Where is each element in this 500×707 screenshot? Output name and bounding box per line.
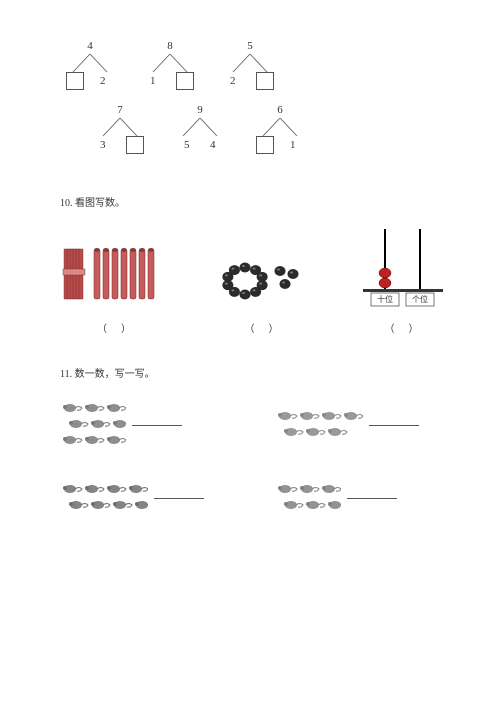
bond-top: 6 bbox=[277, 104, 283, 116]
answer-line[interactable] bbox=[154, 498, 204, 499]
q10-title: 10. 看图写数。 bbox=[60, 194, 450, 209]
number-bond-row-2: 7395461 bbox=[90, 104, 450, 164]
count-picture bbox=[60, 481, 148, 516]
answer-box[interactable] bbox=[256, 72, 274, 90]
q11-item bbox=[60, 400, 235, 451]
q11-item bbox=[275, 400, 450, 451]
q10-blank-3: （ ） bbox=[355, 320, 450, 335]
q10-beads: （ ） bbox=[215, 249, 310, 335]
answer-box[interactable] bbox=[66, 72, 84, 90]
answer-line[interactable] bbox=[369, 425, 419, 426]
q11-grid bbox=[60, 400, 450, 516]
number-bond-row-1: 428152 bbox=[60, 40, 450, 100]
q11-item bbox=[60, 481, 235, 516]
number-bond: 81 bbox=[140, 40, 200, 100]
bond-top: 8 bbox=[167, 40, 173, 52]
svg-text:个位: 个位 bbox=[412, 294, 428, 304]
bond-top: 7 bbox=[117, 104, 123, 116]
answer-line[interactable] bbox=[132, 425, 182, 426]
bond-left: 1 bbox=[150, 72, 156, 90]
answer-box[interactable] bbox=[126, 136, 144, 154]
bond-top: 5 bbox=[247, 40, 253, 52]
bond-right bbox=[256, 72, 274, 90]
bond-top: 4 bbox=[87, 40, 93, 52]
count-picture bbox=[275, 408, 363, 443]
bond-left: 3 bbox=[100, 136, 106, 154]
q11-title: 11. 数一数，写一写。 bbox=[60, 365, 450, 380]
answer-box[interactable] bbox=[176, 72, 194, 90]
count-picture bbox=[275, 481, 341, 516]
bond-right: 1 bbox=[290, 136, 296, 154]
svg-text:十位: 十位 bbox=[377, 294, 393, 304]
number-bond: 9 5 4 bbox=[170, 104, 230, 164]
number-bond: 73 bbox=[90, 104, 150, 164]
number-bond: 42 bbox=[60, 40, 120, 100]
bond-right: 4 bbox=[210, 136, 216, 154]
number-bond: 61 bbox=[250, 104, 310, 164]
q10-abacus: 十位 个位 （ ） bbox=[355, 229, 450, 335]
bond-left: 5 bbox=[184, 136, 190, 154]
q11-item bbox=[275, 481, 450, 516]
bond-right bbox=[176, 72, 194, 90]
q10-row: （ ） （ ） 十位 个位 （ ） bbox=[60, 229, 450, 335]
bond-top: 9 bbox=[197, 104, 203, 116]
count-picture bbox=[60, 400, 126, 451]
q10-sticks: （ ） bbox=[60, 239, 170, 335]
answer-box[interactable] bbox=[256, 136, 274, 154]
number-bond: 52 bbox=[220, 40, 280, 100]
bond-left: 2 bbox=[230, 72, 236, 90]
bond-left bbox=[256, 136, 274, 154]
q10-blank-1: （ ） bbox=[60, 320, 170, 335]
bond-left bbox=[66, 72, 84, 90]
q10-blank-2: （ ） bbox=[215, 320, 310, 335]
answer-line[interactable] bbox=[347, 498, 397, 499]
bond-right: 2 bbox=[100, 72, 106, 90]
bond-right bbox=[126, 136, 144, 154]
